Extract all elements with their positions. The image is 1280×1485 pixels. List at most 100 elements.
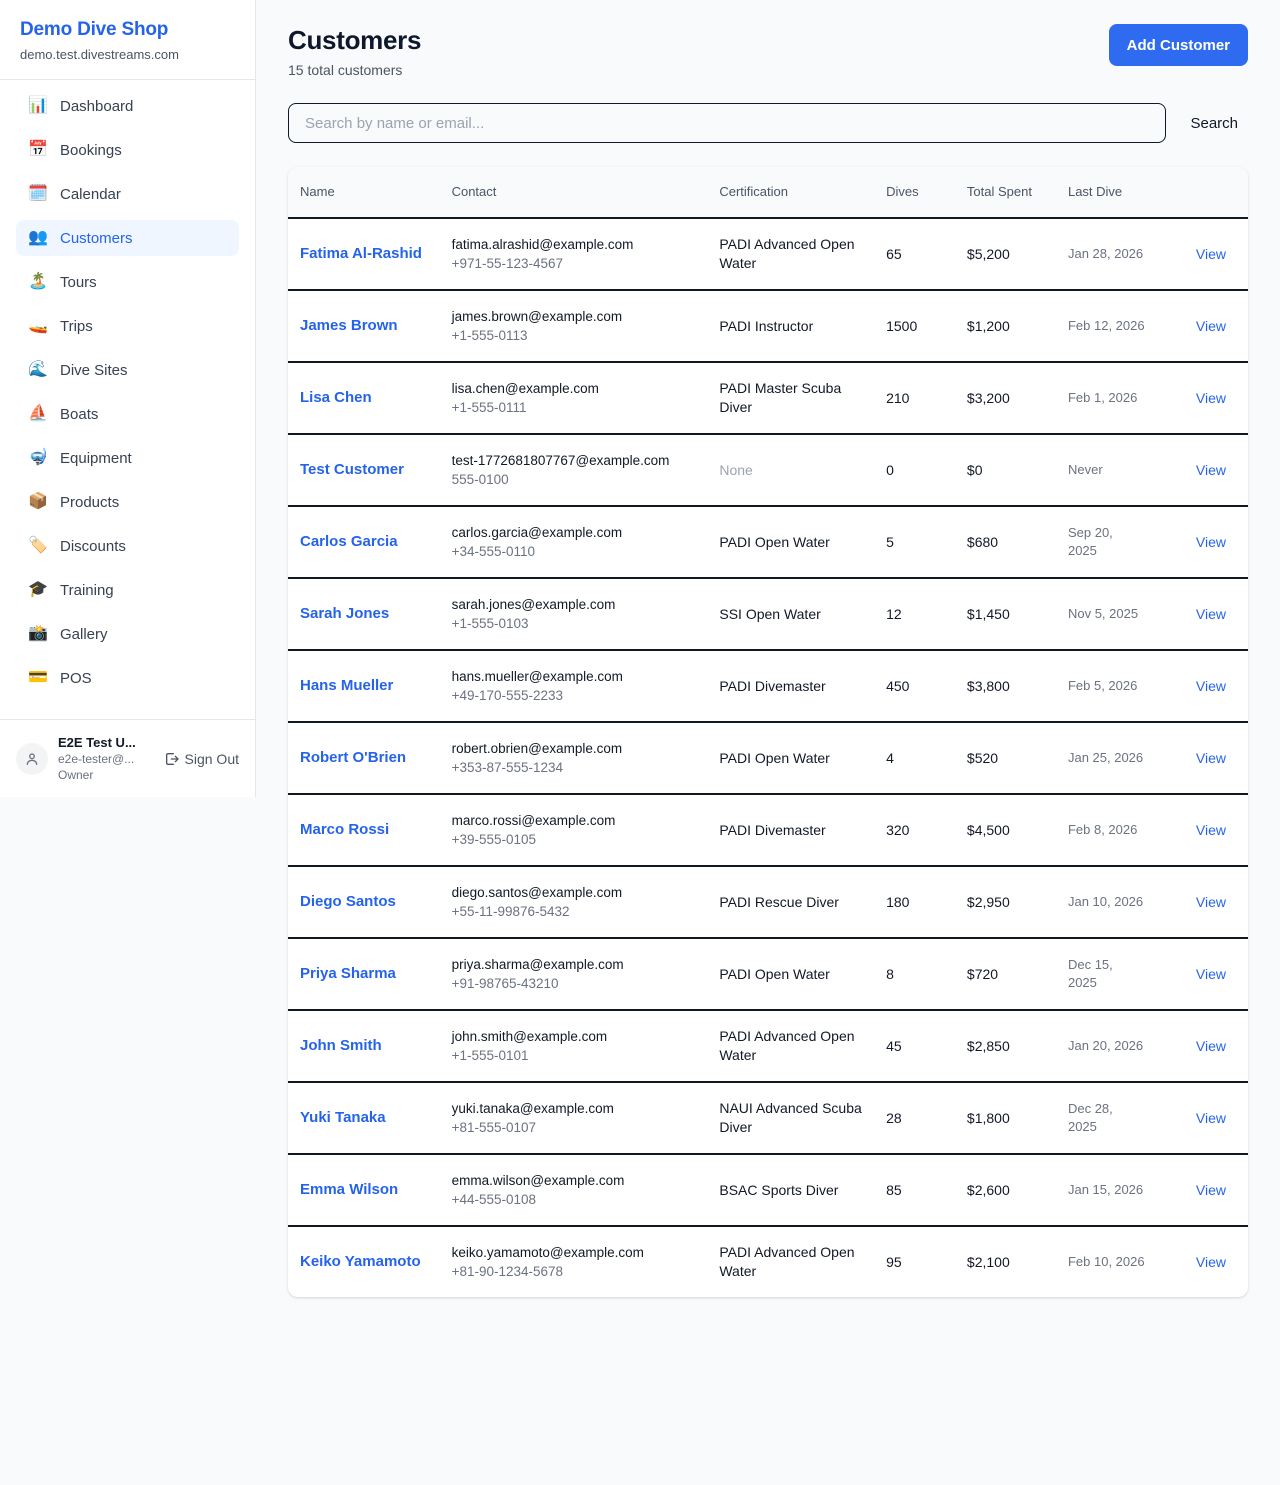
row-actions: View <box>1157 290 1248 363</box>
customer-name-link-text[interactable]: Lisa Chen <box>300 389 372 406</box>
customer-certification-text: PADI Advanced Open Water <box>719 1244 855 1279</box>
tag-icon: 🏷️ <box>28 537 48 554</box>
customer-name-link-text[interactable]: Yuki Tanaka <box>300 1109 386 1126</box>
sidebar-item-calendar[interactable]: 🗓️ Calendar <box>16 176 239 212</box>
row-actions: View <box>1157 722 1248 795</box>
sidebar-item-customers[interactable]: 👥 Customers <box>16 220 239 256</box>
row-actions: View <box>1157 1154 1248 1227</box>
customer-last-dive: Sep 20, 2025 <box>1055 506 1158 579</box>
view-link[interactable]: View <box>1195 389 1226 406</box>
customer-name-link-text[interactable]: Robert O'Brien <box>300 749 407 766</box>
customer-name-link-text[interactable]: John Smith <box>300 1037 382 1054</box>
customer-last-dive-text: Jan 15, 2026 <box>1067 1182 1144 1197</box>
customer-dives-text: 5 <box>886 533 894 550</box>
sidebar-item-label: Tours <box>60 273 97 291</box>
customer-email: hans.mueller@example.com <box>451 669 623 684</box>
sidebar-item-label: POS <box>60 669 92 687</box>
view-link[interactable]: View <box>1195 605 1226 622</box>
customer-certification-text: PADI Open Water <box>719 965 830 982</box>
customer-name-link-text[interactable]: Marco Rossi <box>300 821 390 838</box>
customer-dives: 450 <box>874 650 955 723</box>
view-link[interactable]: View <box>1195 965 1226 982</box>
customer-email: john.smith@example.com <box>451 1029 608 1044</box>
search-input[interactable] <box>288 103 1167 143</box>
customer-certification-text: NAUI Advanced Scuba Diver <box>719 1100 862 1135</box>
search-button[interactable]: Search <box>1180 107 1248 140</box>
customer-name-link-text[interactable]: Keiko Yamamoto <box>300 1253 421 1270</box>
customer-last-dive-text: Nov 5, 2025 <box>1067 606 1139 621</box>
view-link[interactable]: View <box>1195 317 1226 334</box>
customer-name-link: Fatima Al-Rashid <box>288 218 440 291</box>
view-link[interactable]: View <box>1195 677 1226 694</box>
customer-name-link-text[interactable]: Priya Sharma <box>300 965 396 982</box>
customer-dives-text: 28 <box>886 1109 902 1126</box>
view-link[interactable]: View <box>1195 749 1226 766</box>
customer-certification-text: PADI Open Water <box>719 533 830 550</box>
view-link[interactable]: View <box>1195 821 1226 838</box>
sidebar-item-dashboard[interactable]: 📊 Dashboard <box>16 88 239 124</box>
customer-total-spent-text: $3,200 <box>966 389 1010 406</box>
customer-name-link-text[interactable]: Hans Mueller <box>300 677 394 694</box>
view-link[interactable]: View <box>1195 245 1226 262</box>
customer-name-link-text[interactable]: Fatima Al-Rashid <box>300 245 422 262</box>
customer-total-spent-text: $2,950 <box>966 893 1010 910</box>
sidebar-item-discounts[interactable]: 🏷️ Discounts <box>16 528 239 564</box>
customer-certification: PADI Open Water <box>707 938 875 1011</box>
sidebar-item-tours[interactable]: 🏝️ Tours <box>16 264 239 300</box>
sidebar-item-label: Customers <box>60 229 133 247</box>
view-link[interactable]: View <box>1195 1037 1226 1054</box>
row-actions: View <box>1157 578 1248 651</box>
view-link[interactable]: View <box>1195 1181 1226 1198</box>
customer-name-link: Lisa Chen <box>288 362 440 435</box>
sidebar-item-dive-sites[interactable]: 🌊 Dive Sites <box>16 352 239 388</box>
customer-email: sarah.jones@example.com <box>451 597 616 612</box>
customer-name-link-text[interactable]: Emma Wilson <box>300 1181 399 1198</box>
customer-name-link: Diego Santos <box>288 866 440 939</box>
sidebar-item-label: Dashboard <box>60 97 134 115</box>
table-row: Lisa Chen lisa.chen@example.com +1-555-011… <box>288 362 1248 435</box>
view-link[interactable]: View <box>1195 893 1226 910</box>
sidebar-item-label: Discounts <box>60 537 126 555</box>
customer-dives: 180 <box>874 866 955 939</box>
sidebar-item-pos[interactable]: 💳 POS <box>16 660 239 696</box>
customer-contact: marco.rossi@example.com +39-555-0105 <box>439 794 708 867</box>
sign-out-button[interactable]: Sign Out <box>164 751 239 767</box>
bar-chart-icon: 📊 <box>28 97 48 114</box>
customer-email: lisa.chen@example.com <box>451 381 599 396</box>
add-customer-button[interactable]: Add Customer <box>1108 24 1248 66</box>
customer-certification-text: PADI Divemaster <box>719 821 826 838</box>
view-link[interactable]: View <box>1195 1109 1226 1126</box>
sidebar-item-boats[interactable]: ⛵ Boats <box>16 396 239 432</box>
sidebar-item-label: Products <box>60 493 120 511</box>
sidebar-item-training[interactable]: 🎓 Training <box>16 572 239 608</box>
sidebar-item-gallery[interactable]: 📸 Gallery <box>16 616 239 652</box>
customer-email: priya.sharma@example.com <box>451 957 624 972</box>
customer-dives-text: 95 <box>886 1253 902 1270</box>
customer-contact: hans.mueller@example.com +49-170-555-2233 <box>439 650 708 723</box>
customer-email: test-1772681807767@example.com <box>451 453 670 468</box>
table-body: Fatima Al-Rashid fatima.alrashid@example.… <box>288 218 1248 1297</box>
customer-name-link-text[interactable]: James Brown <box>300 317 398 334</box>
sidebar-item-bookings[interactable]: 📅 Bookings <box>16 132 239 168</box>
customer-name-link-text[interactable]: Test Customer <box>300 461 404 478</box>
table-row: Priya Sharma priya.sharma@example.com +91-… <box>288 938 1248 1011</box>
customer-dives-text: 85 <box>886 1181 902 1198</box>
view-link[interactable]: View <box>1195 533 1226 550</box>
customer-email: fatima.alrashid@example.com <box>451 237 634 252</box>
sidebar-item-products[interactable]: 📦 Products <box>16 484 239 520</box>
customer-phone: +1-555-0113 <box>451 328 528 343</box>
customer-phone: 555-0100 <box>451 472 509 487</box>
customer-name-link: Yuki Tanaka <box>288 1082 440 1155</box>
customer-name-link-text[interactable]: Sarah Jones <box>300 605 390 622</box>
view-link[interactable]: View <box>1195 1253 1226 1270</box>
sidebar-item-trips[interactable]: 🚤 Trips <box>16 308 239 344</box>
customer-name-link-text[interactable]: Carlos Garcia <box>300 533 398 550</box>
customer-total-spent-text: $0 <box>966 461 983 478</box>
sidebar-item-equipment[interactable]: 🤿 Equipment <box>16 440 239 476</box>
customer-contact: priya.sharma@example.com +91-98765-43210 <box>439 938 708 1011</box>
customer-last-dive: Jan 20, 2026 <box>1055 1010 1158 1083</box>
view-link[interactable]: View <box>1195 461 1226 478</box>
customer-last-dive: Jan 28, 2026 <box>1055 218 1158 291</box>
customer-contact: carlos.garcia@example.com +34-555-0110 <box>439 506 708 579</box>
customer-name-link-text[interactable]: Diego Santos <box>300 893 396 910</box>
